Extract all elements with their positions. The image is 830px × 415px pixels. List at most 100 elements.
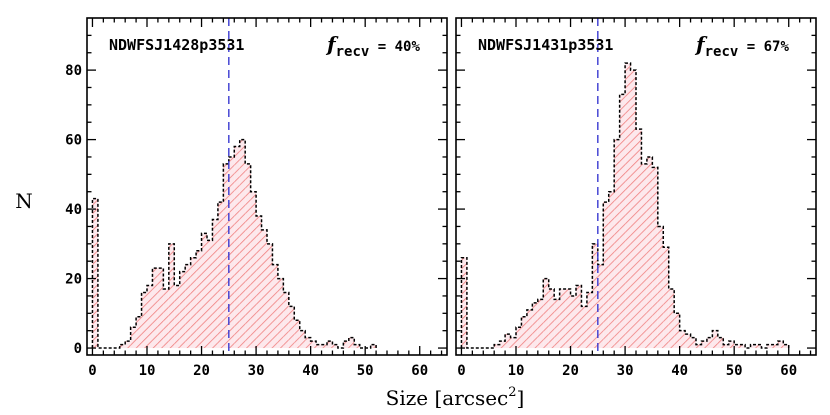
histogram-bar	[652, 167, 658, 349]
histogram-bars	[92, 139, 377, 349]
x-tick-label: 10	[508, 363, 525, 379]
histogram-bar	[630, 70, 636, 349]
x-tick-label: 30	[617, 363, 634, 379]
y-axis-label: N	[15, 189, 33, 213]
f-subscript: recv	[336, 44, 370, 60]
histogram-bar	[581, 306, 587, 349]
histogram-bar	[756, 344, 762, 349]
axis-ticks	[456, 18, 816, 355]
histogram-bar	[294, 320, 300, 349]
histogram-bar	[461, 257, 467, 349]
histogram-bar	[212, 219, 218, 349]
histogram-bar	[499, 341, 506, 349]
histogram-bar	[272, 264, 278, 349]
histogram-bar	[228, 156, 235, 349]
histogram-bar	[668, 288, 675, 349]
histogram-bar	[510, 337, 516, 349]
histogram-bar	[728, 341, 735, 349]
histogram-bar	[494, 344, 500, 349]
histogram-bar	[532, 302, 538, 349]
histogram-bar	[696, 344, 702, 349]
histogram-bar	[348, 337, 355, 349]
histogram-bar	[267, 243, 273, 349]
histogram-bar	[674, 313, 680, 349]
histogram-bar	[207, 240, 213, 349]
histogram-bar	[234, 146, 240, 349]
x-tick-labels: 0 10 20 30 40 50 60	[457, 363, 797, 379]
x-axis-label-close: ]	[517, 386, 525, 410]
f-subscript: recv	[705, 44, 739, 60]
histogram-bar	[223, 163, 229, 349]
histogram-bar	[657, 226, 664, 349]
recovery-fraction: frecv = 40%	[325, 32, 420, 60]
histogram-outline	[460, 62, 790, 349]
y-tick-label: 80	[65, 63, 82, 79]
x-tick-label: 10	[139, 363, 156, 379]
x-tick-label: 0	[457, 363, 465, 379]
histogram-bar	[554, 299, 560, 349]
histogram-bar	[690, 337, 696, 349]
y-tick-label: 20	[65, 272, 82, 288]
x-tick-label: 20	[193, 363, 210, 379]
x-tick-label: 60	[780, 363, 797, 379]
x-tick-labels: 0 10 20 30 40 50 60	[88, 363, 428, 379]
histogram-bar	[316, 344, 322, 349]
f-symbol: f	[694, 32, 708, 56]
histogram-outline	[91, 138, 377, 349]
histogram-bar	[783, 344, 789, 349]
histogram-bar	[685, 334, 691, 349]
x-tick-label: 40	[302, 363, 319, 379]
histogram-bar	[576, 285, 582, 349]
histogram-bar	[516, 327, 522, 349]
histogram-bar	[179, 271, 186, 349]
histogram-bar	[706, 337, 713, 349]
histogram-bar	[597, 264, 604, 349]
histogram-bar	[321, 344, 327, 349]
histogram-bar	[548, 288, 555, 349]
y-tick-label: 60	[65, 133, 82, 149]
histogram-bar	[283, 292, 289, 349]
x-tick-label: 30	[248, 363, 265, 379]
histogram-bar	[526, 309, 533, 349]
x-axis-label-main: Size [arcsec	[386, 386, 509, 410]
histogram-bar	[772, 344, 778, 349]
panel-right: 0 10 20 30 40 50 60 NDWFSJ1431p3531 frecv = 67…	[455, 17, 817, 379]
histogram-bar	[603, 202, 609, 349]
histogram-bar	[92, 198, 98, 349]
histogram-bar	[641, 163, 647, 349]
recovery-fraction: frecv = 67%	[694, 32, 789, 60]
histogram-bars	[461, 63, 789, 349]
histogram-bar	[288, 306, 295, 349]
histogram-bar	[505, 334, 511, 349]
x-tick-label: 50	[726, 363, 743, 379]
x-tick-label: 40	[671, 363, 688, 379]
histogram-bar	[185, 264, 191, 349]
histogram-bar	[586, 292, 593, 349]
histogram-bar	[125, 341, 131, 349]
histogram-bar	[217, 202, 224, 349]
histogram-bar	[521, 316, 527, 349]
x-tick-label: 60	[411, 363, 428, 379]
histogram-bar	[750, 344, 756, 349]
histogram-bar	[136, 316, 142, 349]
y-tick-labels: 0 20 40 60 80	[65, 63, 82, 357]
histogram-bar	[559, 288, 566, 349]
histogram-bar	[543, 278, 549, 349]
x-axis-label-sup: 2	[508, 385, 516, 400]
y-tick-label: 0	[74, 341, 82, 357]
histogram-bar	[157, 268, 164, 349]
histogram-bar	[299, 330, 306, 349]
histogram-bar	[777, 341, 784, 349]
histogram-bar	[305, 337, 311, 349]
histogram-bar	[261, 229, 267, 349]
histogram-bar	[679, 330, 686, 349]
histogram-bar	[152, 268, 158, 349]
histogram-bar	[168, 243, 175, 349]
histogram-bar	[766, 344, 773, 349]
panel-title: NDWFSJ1431p3531	[478, 36, 613, 54]
f-symbol: f	[325, 32, 339, 56]
histogram-bar	[196, 250, 202, 349]
x-tick-label: 20	[562, 363, 579, 379]
